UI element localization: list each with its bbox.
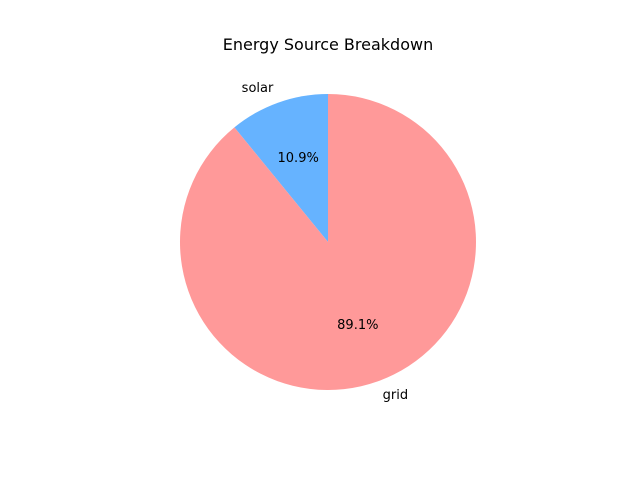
slice-pct-solar: 10.9%: [278, 151, 319, 166]
pie-slices: [179, 94, 476, 390]
pie-slice-solar: [234, 94, 328, 242]
pie-slice-grid: [179, 94, 476, 390]
pie-labels: solar 10.9% grid 89.1%: [242, 81, 408, 403]
chart-title: Energy Source Breakdown: [223, 35, 433, 54]
slice-pct-grid: 89.1%: [337, 318, 378, 333]
slice-label-solar: solar: [242, 81, 274, 96]
slice-label-grid: grid: [383, 388, 408, 403]
